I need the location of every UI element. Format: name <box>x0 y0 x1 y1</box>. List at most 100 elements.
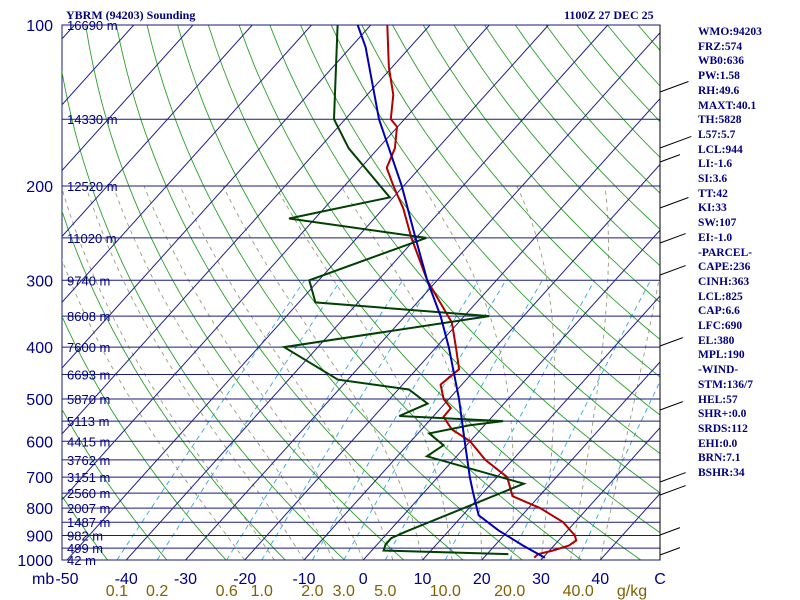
pressure-tick-label: 300 <box>26 273 53 290</box>
mixing-ratio-axis: 0.1 0.2 0.6 1.0 2.0 3.0 5.0 10.0 20.0 40.0 g/kg <box>106 583 647 600</box>
mixing-ratio-label: 1.0 <box>251 583 273 600</box>
index-item: SI:3.6 <box>698 173 728 186</box>
pressure-tick-label: 400 <box>26 340 53 357</box>
isotherm-line <box>125 25 609 560</box>
pressure-tick-label: 800 <box>26 501 53 518</box>
mixing-ratio-label: 20.0 <box>494 583 525 600</box>
mixing-ratio-label: 10.0 <box>430 583 461 600</box>
isobars <box>62 24 660 561</box>
isotherm-line <box>62 25 372 369</box>
isotherm-line <box>66 25 549 560</box>
pressure-tick-label: 1000 <box>17 553 53 570</box>
moist-adiabat-line <box>222 185 423 560</box>
mixing-ratio-line <box>312 280 479 560</box>
height-label: 2007 m <box>67 501 110 516</box>
wind-barb <box>659 401 683 411</box>
height-label: 42 m <box>67 553 96 568</box>
isotherm-line <box>481 361 660 560</box>
temperature-tick-label: -10 <box>292 571 315 588</box>
height-label: 14330 m <box>67 112 118 127</box>
wind-profile <box>659 25 692 560</box>
index-item: EI:-1.0 <box>698 231 733 244</box>
moist-adiabat-line <box>516 185 556 560</box>
index-item: TH:5828 <box>698 114 742 127</box>
height-label: 982 m <box>67 529 103 544</box>
mixing-ratio-label: 3.0 <box>333 583 355 600</box>
index-item: CAPE:236 <box>698 261 751 274</box>
wind-barb <box>659 527 681 536</box>
isotherm-line <box>303 163 660 560</box>
index-item: RH:49.6 <box>698 84 740 97</box>
temperature-tick-label: -20 <box>233 571 256 588</box>
pressure-tick-label: 600 <box>26 434 53 451</box>
wind-barb <box>659 265 686 276</box>
wind-barb <box>659 154 681 163</box>
height-label: 4415 m <box>67 434 110 449</box>
mixing-ratio-label: 0.2 <box>146 583 168 600</box>
mixing-ratio-line <box>261 280 434 560</box>
mixing-ratio-unit: g/kg <box>617 583 647 600</box>
moist-adiabat-line <box>112 185 335 560</box>
height-labels: 16690 m 14330 m 12520 m 11020 m 9740 m 8608 m… <box>67 18 118 568</box>
parcel-profile <box>356 25 546 559</box>
index-item: SHR+:0.0 <box>698 408 747 421</box>
wind-barb <box>659 81 689 93</box>
index-item: STM:136/7 <box>698 378 753 391</box>
isotherm-line <box>62 25 312 303</box>
temperature-tick-label: -40 <box>115 571 138 588</box>
mixing-ratio-label: 2.0 <box>301 583 323 600</box>
mixing-ratio-label: 40.0 <box>563 583 594 600</box>
isotherm-line <box>540 427 660 560</box>
pressure-axis: 100 200 300 400 500 600 700 800 900 1000 <box>17 18 53 570</box>
temperature-tick-label: 20 <box>473 571 491 588</box>
temperature-axis: mb -50 -40 -30 -20 -10 0 10 20 30 40 C <box>32 571 666 588</box>
height-label: 3762 m <box>67 453 110 468</box>
isotherm-line <box>0 25 15 560</box>
moist-adiabat-line <box>422 185 515 560</box>
sounding-profiles <box>281 25 578 559</box>
pressure-tick-label: 700 <box>26 470 53 487</box>
index-item: LI:-1.6 <box>698 158 733 171</box>
index-item: BSHR:34 <box>698 467 745 480</box>
station-title: YBRM (94203) Sounding <box>66 8 196 22</box>
index-item: TT:42 <box>698 187 728 200</box>
mixing-ratio-label: 5.0 <box>374 583 396 600</box>
temperature-profile <box>385 25 578 559</box>
height-label: 5113 m <box>67 414 109 429</box>
index-item: EL:380 <box>698 334 735 347</box>
isotherms <box>0 25 660 560</box>
mixing-ratio-label: 0.1 <box>106 583 128 600</box>
height-label: 5870 m <box>67 392 110 407</box>
isotherm-line <box>362 229 660 560</box>
height-label: 11020 m <box>67 231 117 246</box>
index-item: EHI:0.0 <box>698 437 738 450</box>
dry-adiabat-line <box>792 25 800 560</box>
wind-barb <box>659 233 686 244</box>
height-label: 12520 m <box>67 179 118 194</box>
plot-frame <box>61 24 661 561</box>
index-item: WB0:636 <box>698 55 744 68</box>
pressure-tick-label: 900 <box>26 529 53 546</box>
isotherm-line <box>62 25 253 238</box>
height-label: 9740 m <box>67 273 110 288</box>
isotherm-line <box>185 32 660 560</box>
temperature-tick-label: 0 <box>359 571 368 588</box>
index-item: LFC:690 <box>698 320 743 333</box>
pressure-tick-label: 100 <box>26 18 53 35</box>
height-label: 7600 m <box>67 340 110 355</box>
index-item: L57:5.7 <box>698 128 736 141</box>
temperature-axis-unit: C <box>654 571 666 588</box>
index-item: LCL:825 <box>698 290 743 303</box>
isotherm-line <box>244 97 660 560</box>
height-label: 499 m <box>67 541 103 556</box>
height-label: 3151 m <box>67 470 110 485</box>
wind-barb <box>659 197 689 209</box>
index-item: WMO:94203 <box>698 26 762 38</box>
index-item: PW:1.58 <box>698 70 740 83</box>
wind-barb <box>659 135 692 149</box>
pressure-tick-label: 200 <box>26 179 53 196</box>
index-item: -WIND- <box>698 364 739 377</box>
isotherm-line <box>62 25 490 501</box>
temperature-tick-label: -50 <box>55 571 78 588</box>
